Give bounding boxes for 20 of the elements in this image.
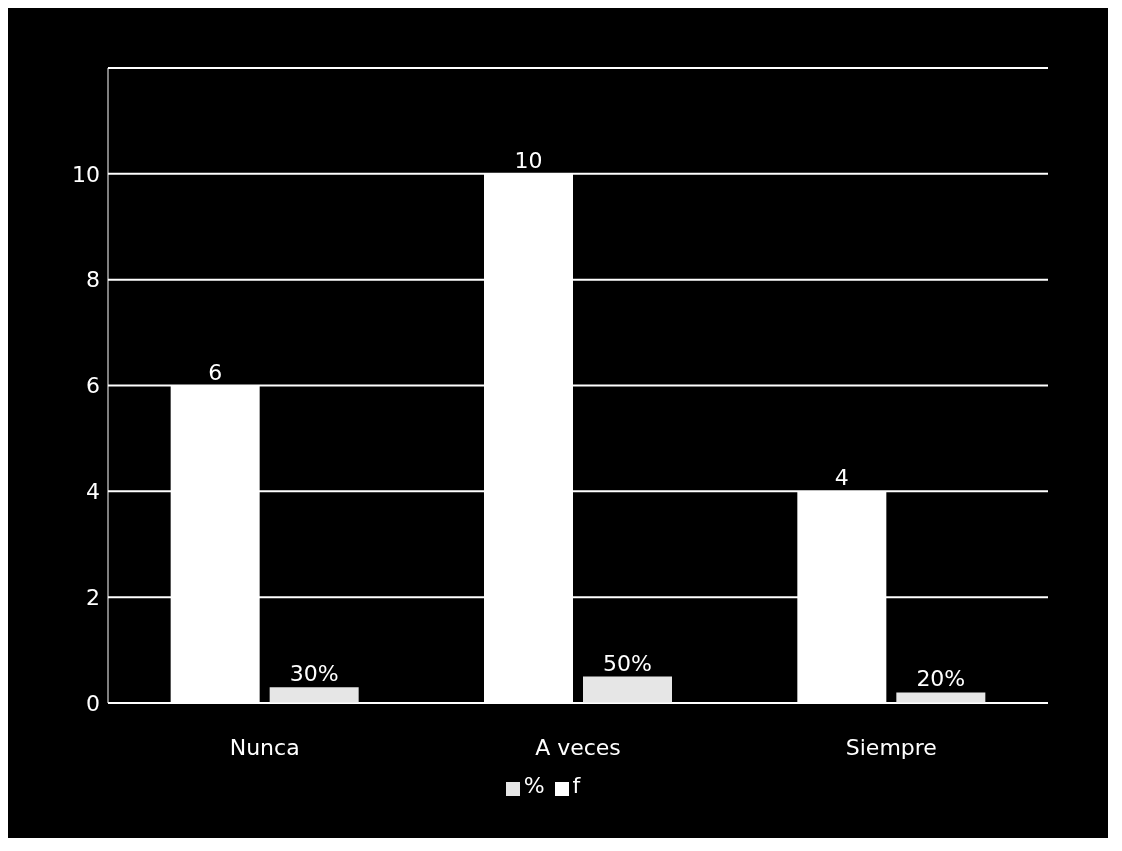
y-tick-label: 8 <box>86 267 100 293</box>
legend-label: % <box>523 773 545 798</box>
y-tick-label: 6 <box>86 373 100 399</box>
x-tick-label: A veces <box>535 734 621 760</box>
legend-label: f <box>572 773 581 798</box>
x-tick-label: Nunca <box>229 734 300 760</box>
data-label: 30% <box>289 661 339 687</box>
y-tick-label: 4 <box>86 479 100 505</box>
data-label: 10 <box>514 147 543 173</box>
bar <box>269 687 359 703</box>
x-tick-label: Siempre <box>845 734 937 760</box>
data-label: 50% <box>603 650 652 676</box>
y-tick-label: 2 <box>86 584 100 610</box>
data-label: 20% <box>916 666 966 692</box>
bar <box>896 692 986 703</box>
y-tick-label: 10 <box>72 161 100 187</box>
bar <box>583 676 672 703</box>
y-tick-label: 0 <box>86 690 100 716</box>
data-label: 6 <box>208 359 223 385</box>
data-label: 4 <box>834 465 849 491</box>
